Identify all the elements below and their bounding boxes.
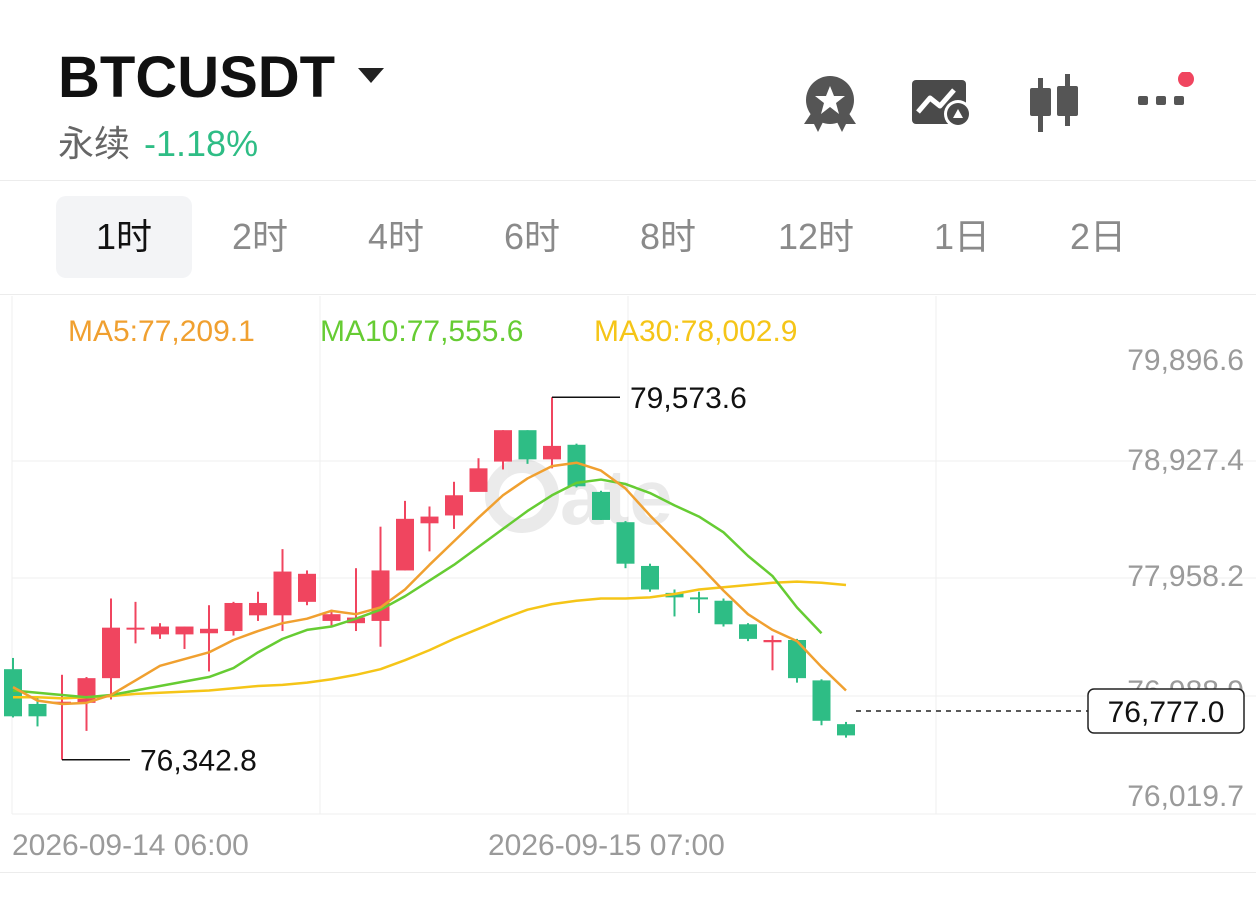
ma10-label: MA10:77,555.6 — [320, 315, 524, 348]
candles — [4, 397, 855, 760]
y-tick-label: 78,927.4 — [1127, 444, 1244, 477]
candle-body — [322, 614, 341, 621]
candle-body — [4, 669, 22, 717]
candle-body — [371, 570, 390, 621]
tab-12h[interactable]: 12时 — [777, 216, 855, 257]
tab-1h[interactable]: 1时 — [56, 196, 192, 278]
tab-4h[interactable]: 4时 — [367, 216, 425, 257]
candle-body — [175, 626, 194, 635]
candle-body — [812, 680, 831, 721]
candle-body — [469, 468, 488, 492]
y-tick-label: 77,958.2 — [1127, 560, 1244, 593]
divider — [0, 180, 1256, 181]
low-price-label: 76,342.8 — [140, 745, 257, 778]
header: BTCUSDT 永续 -1.18% — [0, 0, 1256, 180]
ma30-line — [13, 580, 847, 700]
candle-body — [567, 444, 586, 487]
ma10-line — [12, 478, 823, 699]
candlestick-icon[interactable] — [1022, 72, 1086, 136]
candle-body — [518, 430, 537, 460]
ma-lines — [12, 461, 847, 706]
candle-body — [347, 617, 365, 624]
candle-body — [543, 445, 561, 460]
candle-body — [592, 491, 610, 520]
x-tick-label: 2026-09-15 07:00 — [488, 829, 725, 862]
tab-2h[interactable]: 2时 — [231, 216, 289, 257]
tab-2d[interactable]: 2日 — [1069, 216, 1127, 257]
last-price-box — [1087, 688, 1245, 734]
candle-body — [616, 522, 635, 564]
y-axis: 79,896.678,927.477,958.276,988.976,019.7 — [1127, 344, 1244, 813]
divider — [0, 294, 1256, 295]
y-tick-label: 76,019.7 — [1127, 780, 1244, 813]
ma30-label: MA30:78,002.9 — [594, 315, 798, 348]
last-price-label: 76,777.0 — [1108, 696, 1225, 729]
contract-type: 永续 — [58, 123, 131, 164]
candle-body — [445, 495, 463, 516]
candle-body — [714, 600, 733, 625]
award-badge-icon[interactable] — [798, 72, 862, 136]
ma5-line — [12, 461, 847, 706]
candle-body — [641, 565, 659, 590]
tab-1d[interactable]: 1日 — [933, 216, 991, 257]
tab-8h[interactable]: 8时 — [639, 216, 697, 257]
candle-body — [224, 602, 243, 632]
candle-body — [151, 626, 169, 635]
candle-body — [788, 640, 806, 679]
divider — [0, 872, 1256, 873]
tab-6h[interactable]: 6时 — [503, 216, 561, 257]
ma5-label: MA5:77,209.1 — [68, 315, 255, 348]
candle-body — [690, 597, 708, 600]
notification-dot — [1178, 71, 1194, 87]
x-tick-label: 2026-09-14 06:00 — [12, 829, 249, 862]
high-price-label: 79,573.6 — [630, 382, 747, 415]
candle-body — [200, 628, 218, 634]
candle-body — [763, 640, 782, 643]
gate-watermark: ate — [485, 453, 673, 541]
chart-alert-icon[interactable] — [910, 72, 974, 136]
candlestick-chart[interactable]: ate 79,896.678,927.477,958.276,988.976,0… — [0, 296, 1256, 876]
candle-body — [396, 518, 414, 571]
more-dots-icon[interactable] — [1134, 71, 1198, 136]
candle-body — [126, 627, 145, 630]
candle-body — [298, 573, 316, 602]
candle-body — [28, 703, 47, 717]
candle-body — [249, 602, 267, 616]
y-tick-label: 79,896.6 — [1127, 344, 1244, 377]
candle-body — [494, 430, 512, 462]
price-change: -1.18% — [144, 123, 259, 164]
candle-body — [420, 516, 439, 524]
candle-body — [273, 571, 292, 616]
candle-body — [102, 627, 120, 679]
candle-body — [837, 724, 855, 736]
candle-body — [77, 678, 96, 703]
symbol-selector[interactable]: BTCUSDT — [58, 45, 336, 110]
contract-info: 永续 -1.18% — [58, 122, 258, 166]
candle-body — [739, 624, 757, 639]
annotations: 79,573.6 76,342.8 76,777.0 — [62, 382, 1245, 778]
chevron-down-icon[interactable] — [358, 68, 384, 83]
